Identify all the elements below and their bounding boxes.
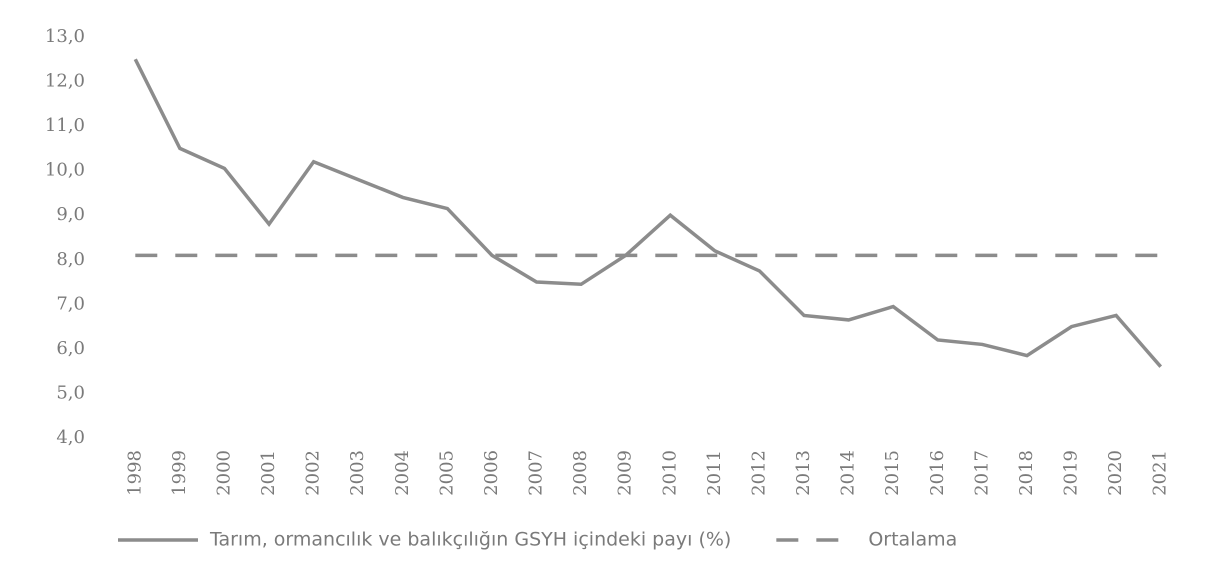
y-tick-label: 8,0 [56, 249, 85, 270]
y-tick-label: 11,0 [45, 115, 85, 136]
x-tick-label: 2000 [213, 450, 234, 496]
x-tick-label: 2020 [1105, 450, 1126, 496]
x-tick-label: 2017 [971, 450, 992, 496]
x-tick-label: 2015 [882, 450, 903, 496]
x-tick-label: 2012 [748, 450, 769, 496]
x-tick-label: 1998 [124, 450, 145, 496]
y-tick-label: 4,0 [56, 427, 85, 448]
x-tick-label: 2009 [615, 450, 636, 496]
y-tick-label: 5,0 [56, 382, 85, 403]
y-tick-label: 6,0 [56, 338, 85, 359]
y-tick-label: 9,0 [56, 204, 85, 225]
x-tick-label: 2021 [1150, 450, 1171, 496]
x-tick-label: 2001 [258, 450, 279, 496]
x-tick-label: 2014 [838, 450, 859, 496]
y-tick-label: 12,0 [45, 71, 85, 92]
x-tick-label: 2010 [659, 450, 680, 496]
x-tick-label: 2016 [927, 450, 948, 496]
x-tick-label: 2018 [1016, 450, 1037, 496]
x-tick-label: 2004 [392, 450, 413, 496]
x-tick-label: 2007 [526, 450, 547, 496]
series-line [133, 58, 1163, 368]
x-tick-label: 2011 [704, 450, 725, 496]
x-tick-label: 2003 [347, 450, 368, 496]
x-tick-label: 2006 [481, 450, 502, 496]
legend-label: Tarım, ormancılık ve balıkçılığın GSYH i… [209, 529, 731, 551]
x-tick-label: 1999 [169, 450, 190, 496]
x-tick-label: 2019 [1061, 450, 1082, 496]
legend-label: Ortalama [868, 529, 957, 551]
x-tick-label: 2008 [570, 450, 591, 496]
y-tick-label: 7,0 [56, 293, 85, 314]
x-tick-label: 2002 [303, 450, 324, 496]
y-tick-label: 10,0 [45, 160, 85, 181]
y-tick-label: 13,0 [45, 26, 85, 47]
x-tick-label: 2005 [436, 450, 457, 496]
x-tick-label: 2013 [793, 450, 814, 496]
